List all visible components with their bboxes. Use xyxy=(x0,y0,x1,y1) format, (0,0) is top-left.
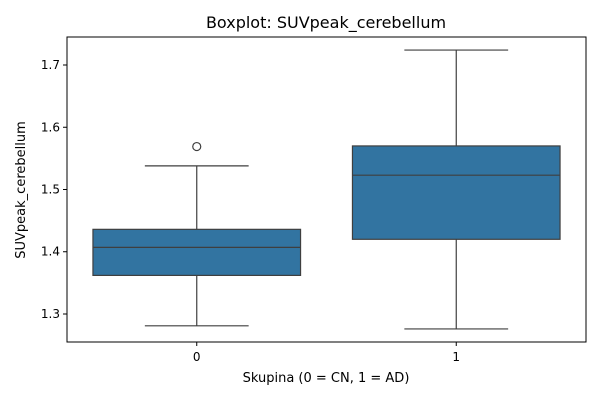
y-tick-label: 1.3 xyxy=(41,307,60,321)
y-tick-label: 1.6 xyxy=(41,120,60,134)
box-iqr xyxy=(351,145,561,240)
y-tick-label: 1.4 xyxy=(41,245,60,259)
box-series xyxy=(92,49,561,330)
y-axis: 1.3 1.4 1.5 1.6 1.7 xyxy=(41,58,67,321)
box-group-0 xyxy=(92,141,302,327)
chart-title: Boxplot: SUVpeak_cerebellum xyxy=(206,13,446,33)
y-tick-label: 1.7 xyxy=(41,58,60,72)
x-tick-label: 1 xyxy=(452,350,460,364)
box-group-1 xyxy=(351,49,561,330)
box-iqr xyxy=(92,228,302,276)
x-axis-label: Skupina (0 = CN, 1 = AD) xyxy=(243,371,410,386)
plot-area xyxy=(66,36,587,343)
y-tick-label: 1.5 xyxy=(41,183,60,197)
outlier-point xyxy=(192,141,202,152)
x-tick-label: 0 xyxy=(193,350,201,364)
y-axis-label: SUVpeak_cerebellum xyxy=(14,121,29,258)
